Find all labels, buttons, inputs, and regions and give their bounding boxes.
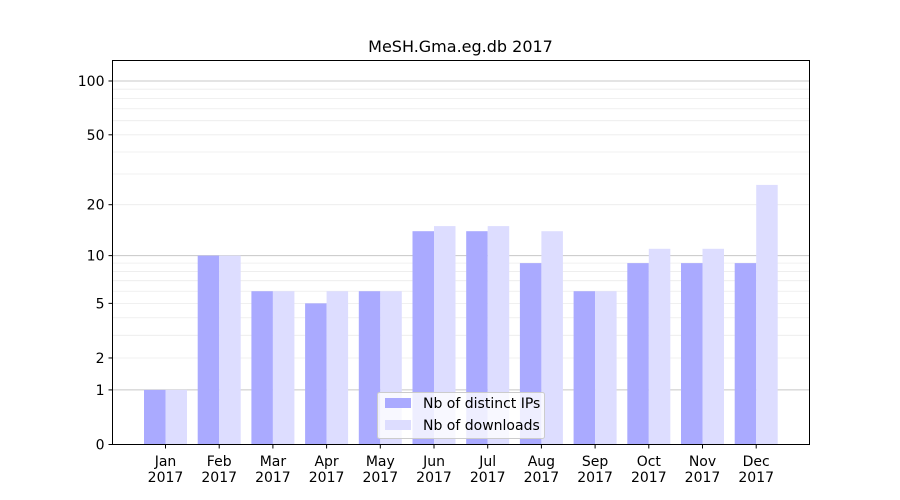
x-tick-label-year: 2017: [524, 470, 560, 486]
x-tick-label-month: Jun: [422, 454, 445, 470]
legend-swatch-distinct-ips: [385, 398, 411, 408]
x-tick-label-month: Jan: [154, 454, 177, 470]
y-axis: 0 1 2 5 10 20 50 100: [78, 74, 113, 454]
bar-downloads-jan: [165, 389, 187, 445]
legend-label-downloads: Nb of downloads: [423, 418, 540, 434]
bar-downloads-sep: [595, 291, 617, 445]
bar-distinct-ips-may: [358, 291, 381, 445]
bar-distinct-ips-mar: [251, 291, 273, 445]
x-tick-label-month: Jul: [478, 454, 496, 470]
x-tick-label-month: Aug: [528, 454, 555, 470]
x-tick-label-year: 2017: [309, 470, 345, 486]
x-tick-label-year: 2017: [255, 470, 291, 486]
x-tick-label-month: Nov: [689, 454, 716, 470]
legend-label-distinct-ips: Nb of distinct IPs: [423, 396, 540, 412]
x-axis: Jan2017Feb2017Mar2017Apr2017May2017Jun20…: [148, 444, 774, 486]
bar-downloads-feb: [219, 255, 241, 445]
bar-downloads-oct: [648, 248, 671, 445]
bar-distinct-ips-sep: [573, 291, 596, 445]
legend: Nb of distinct IPs Nb of downloads: [377, 392, 545, 439]
y-tick-label: 50: [87, 128, 105, 144]
x-tick-label-month: Feb: [207, 454, 232, 470]
x-tick-label-year: 2017: [631, 470, 667, 486]
y-tick-label: 0: [96, 438, 105, 454]
y-tick-label: 2: [96, 351, 105, 367]
x-tick-label-year: 2017: [416, 470, 452, 486]
y-tick-label: 10: [87, 249, 105, 265]
bar-downloads-jun: [434, 226, 456, 445]
bar-downloads-jul: [487, 226, 510, 445]
bar-downloads-mar: [272, 291, 295, 445]
x-tick-label-year: 2017: [148, 470, 184, 486]
x-tick-label-year: 2017: [470, 470, 506, 486]
bar-distinct-ips-oct: [627, 263, 649, 445]
y-tick-label: 1: [96, 383, 105, 399]
bar-downloads-dec: [756, 184, 778, 445]
bar-downloads-apr: [326, 291, 349, 445]
bar-downloads-aug: [541, 231, 563, 445]
x-tick-label-year: 2017: [577, 470, 613, 486]
bar-distinct-ips-jul: [466, 231, 488, 445]
x-tick-label-year: 2017: [201, 470, 237, 486]
x-tick-label-month: Oct: [637, 454, 662, 470]
bar-distinct-ips-jun: [412, 231, 434, 445]
y-tick-label: 100: [78, 74, 105, 90]
bar-distinct-ips-apr: [305, 303, 327, 445]
bar-distinct-ips-nov: [681, 263, 703, 445]
bar-downloads-nov: [702, 248, 724, 445]
y-tick-label: 20: [87, 198, 105, 214]
x-tick-label-month: Mar: [260, 454, 287, 470]
x-tick-label-month: Dec: [743, 454, 770, 470]
y-tick-label: 5: [96, 296, 105, 312]
bars: [144, 184, 778, 445]
x-tick-label-year: 2017: [362, 470, 398, 486]
bar-distinct-ips-dec: [734, 263, 757, 445]
plot-frame: [112, 60, 810, 445]
bar-distinct-ips-feb: [197, 255, 220, 445]
chart-title: MeSH.Gma.eg.db 2017: [368, 37, 553, 56]
x-tick-label-month: May: [366, 454, 395, 470]
x-tick-label-month: Sep: [582, 454, 609, 470]
legend-frame: [377, 392, 545, 439]
bar-distinct-ips-jan: [144, 389, 166, 445]
x-tick-label-month: Apr: [314, 454, 338, 470]
x-tick-label-year: 2017: [738, 470, 774, 486]
x-tick-label-year: 2017: [685, 470, 721, 486]
legend-swatch-downloads: [385, 420, 411, 430]
